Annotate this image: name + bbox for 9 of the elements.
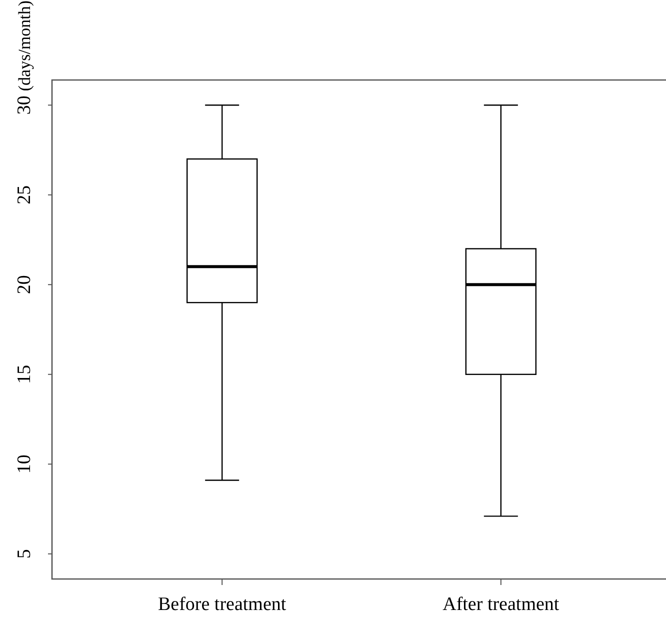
- y-tick-label: 20: [14, 275, 35, 294]
- y-axis-title: (days/month): [15, 0, 34, 92]
- y-tick-label: 10: [14, 454, 35, 474]
- y-tick-label: 25: [14, 185, 35, 204]
- y-tick-label: 15: [14, 364, 35, 384]
- y-tick-label: 30: [14, 96, 35, 115]
- x-tick-label: Before treatment: [158, 594, 287, 615]
- x-tick-label: After treatment: [442, 594, 560, 615]
- y-tick-label: 5: [14, 549, 35, 559]
